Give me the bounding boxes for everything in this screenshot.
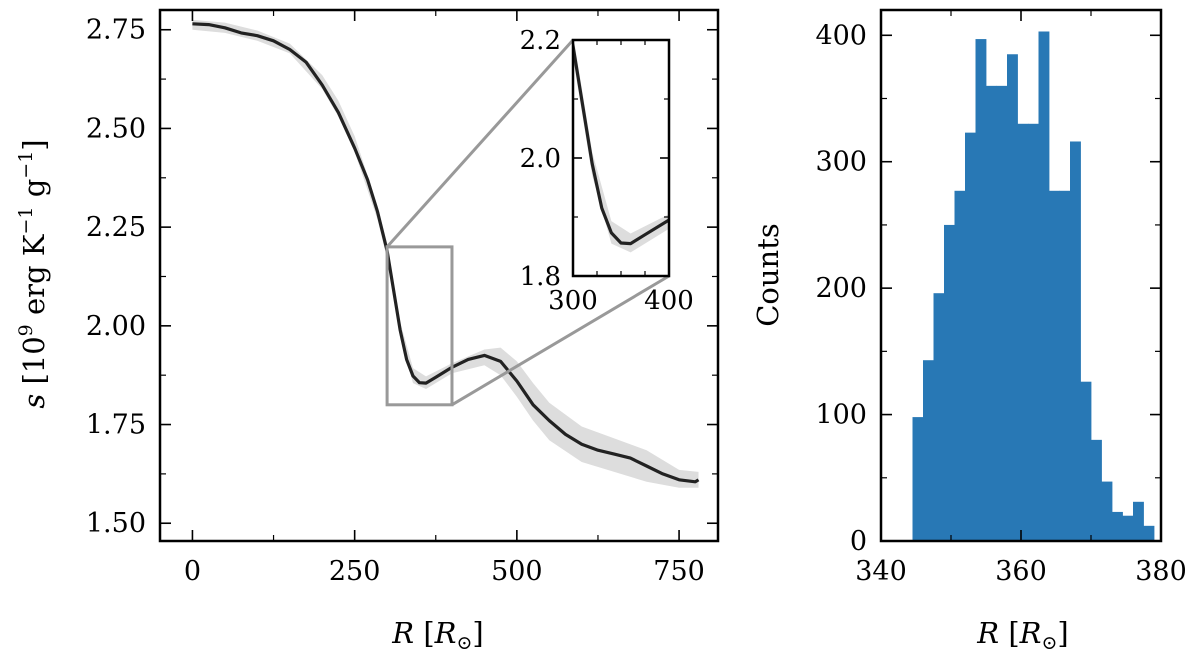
histogram-bar — [1007, 54, 1018, 541]
histogram-bar — [1028, 123, 1039, 542]
histogram-bar — [1133, 501, 1144, 541]
x-tick-label: 750 — [653, 556, 705, 587]
histogram-x-tick-label: 380 — [1135, 556, 1187, 587]
histogram-x-axis-label: R [R⊙] — [976, 616, 1068, 654]
x-tick-label: 250 — [329, 556, 381, 587]
zoom-box — [385, 245, 454, 407]
y-tick-label: 2.00 — [86, 311, 146, 342]
histogram-bar — [1038, 31, 1050, 541]
y-tick-label: 1.50 — [86, 508, 146, 539]
median-line-layer — [192, 22, 700, 484]
histogram-y-tick-label: 100 — [815, 400, 867, 431]
histogram-bar — [944, 224, 955, 541]
zoom-connector-upper — [385, 38, 575, 248]
histogram-bar — [923, 360, 934, 541]
inset-plot — [573, 40, 669, 253]
y-tick-label: 2.50 — [86, 113, 146, 144]
histogram-x-tick-label: 360 — [995, 556, 1047, 587]
histogram-bar — [986, 85, 997, 541]
histogram-y-axis-label: Counts — [751, 223, 785, 327]
histogram-bars — [912, 31, 1155, 542]
inset-y-tick-label: 1.8 — [520, 262, 561, 292]
x-axis-label: R [R⊙] — [391, 616, 483, 654]
zoom-connector-lower — [451, 274, 670, 407]
x-tick-label: 500 — [491, 556, 543, 587]
histogram-y-tick-label: 300 — [815, 147, 867, 178]
histogram-bar — [1143, 525, 1155, 541]
histogram-bar — [1080, 381, 1092, 541]
histogram-y-tick-label: 0 — [850, 526, 867, 557]
zoom-indicator — [385, 38, 670, 407]
histogram-bar — [933, 293, 945, 541]
y-tick-label: 1.75 — [86, 410, 146, 441]
plot-frame — [158, 8, 720, 543]
y-tick-label: 2.25 — [86, 212, 146, 243]
inset-axes: 300 400 1.8 2.0 2.2 — [520, 26, 694, 316]
histogram-bar — [975, 39, 987, 541]
histogram-y-tick-label: 400 — [815, 20, 867, 51]
histogram-bar — [1049, 190, 1060, 542]
y-tick-label: 2.75 — [86, 15, 146, 46]
histogram-axes: 340 360 380 0 100 200 300 400 — [815, 8, 1187, 587]
inset-median-line — [573, 40, 669, 246]
histogram-bar — [1112, 511, 1123, 541]
histogram-bar — [1101, 481, 1113, 541]
histogram-bar — [965, 132, 976, 541]
histogram-bar — [996, 85, 1008, 541]
inset-uncertainty-band — [573, 40, 669, 253]
main-axes: 0 250 500 750 1.50 1.75 2.00 2.25 2.50 2.75 — [86, 8, 720, 587]
histogram-x-tick-label: 340 — [855, 556, 907, 587]
inset-x-tick-label: 300 — [548, 286, 598, 316]
x-tick-label: 0 — [184, 556, 201, 587]
histogram-y-tick-label: 200 — [815, 273, 867, 304]
histogram-bar — [954, 190, 966, 542]
histogram-bar — [1091, 439, 1102, 541]
histogram-bar — [1122, 515, 1134, 541]
histogram-bar — [1017, 123, 1029, 542]
entropy-profile-panel: 300 400 1.8 2.0 2.2 0 250 500 750 1.50 1.75 2.00 2.… — [15, 8, 720, 654]
inset-y-tick-label: 2.0 — [520, 144, 561, 174]
histogram-bar — [1070, 141, 1081, 541]
histogram-bar — [912, 417, 924, 541]
median-entropy-line — [192, 22, 700, 484]
histogram-panel: 340 360 380 0 100 200 300 400 R [R⊙] Counts — [751, 8, 1187, 654]
inset-y-tick-label: 2.2 — [520, 26, 561, 56]
histogram-bar — [1059, 190, 1071, 542]
inset-x-tick-label: 400 — [644, 286, 694, 316]
y-axis-label: s [109 erg K−1 g−1] — [15, 139, 51, 408]
